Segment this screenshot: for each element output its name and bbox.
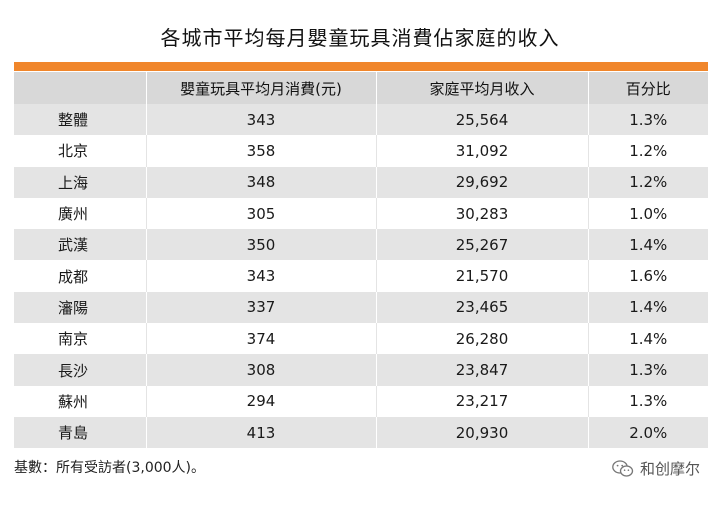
table-row: 長沙 308 23,847 1.3%: [14, 354, 708, 386]
percentage-cell: 1.0%: [588, 197, 708, 230]
table-title: 各城市平均每月嬰童玩具消費佔家庭的收入: [160, 26, 560, 50]
percentage-cell: 1.3%: [588, 354, 708, 386]
table-row: 上海 348 29,692 1.2%: [14, 166, 708, 198]
watermark: 和创摩尔: [612, 458, 700, 479]
table-row: 整體 343 25,564 1.3%: [14, 104, 708, 136]
household-income-cell: 20,930: [376, 416, 589, 449]
household-income-cell: 30,283: [376, 197, 589, 230]
percentage-cell: 1.3%: [588, 385, 708, 417]
city-cell: 北京: [14, 135, 147, 167]
toy-spending-cell: 413: [146, 416, 377, 449]
toy-spending-cell: 348: [146, 166, 377, 198]
toy-spending-cell: 337: [146, 291, 377, 324]
table-row: 瀋陽 337 23,465 1.4%: [14, 291, 708, 324]
city-cell: 瀋陽: [14, 291, 147, 324]
watermark-text: 和创摩尔: [639, 460, 700, 478]
city-cell: 青島: [14, 416, 147, 449]
header-household-income: 家庭平均月收入: [376, 72, 589, 104]
header-city: [14, 72, 147, 104]
toy-spending-cell: 374: [146, 323, 377, 355]
percentage-cell: 1.2%: [588, 135, 708, 167]
percentage-cell: 1.4%: [588, 229, 708, 261]
accent-bar: [14, 62, 708, 71]
wechat-icon: [612, 459, 634, 478]
percentage-cell: 1.3%: [588, 104, 708, 136]
table-row: 成都 343 21,570 1.6%: [14, 260, 708, 292]
toy-spending-cell: 305: [146, 197, 377, 230]
table-row: 北京 358 31,092 1.2%: [14, 135, 708, 167]
household-income-cell: 21,570: [376, 260, 589, 292]
toy-spending-cell: 308: [146, 354, 377, 386]
table-row: 武漢 350 25,267 1.4%: [14, 229, 708, 261]
data-table: 嬰童玩具平均月消費(元) 家庭平均月收入 百分比 整體 343 25,564 1.3%…: [14, 72, 708, 449]
header-row: 嬰童玩具平均月消費(元) 家庭平均月收入 百分比: [14, 72, 708, 104]
percentage-cell: 1.4%: [588, 291, 708, 324]
toy-spending-cell: 358: [146, 135, 377, 167]
percentage-cell: 1.6%: [588, 260, 708, 292]
percentage-cell: 2.0%: [588, 416, 708, 449]
household-income-cell: 31,092: [376, 135, 589, 167]
footnote: 基數：所有受訪者(3,000人)。: [14, 460, 206, 476]
toy-spending-cell: 343: [146, 260, 377, 292]
household-income-cell: 25,267: [376, 229, 589, 261]
table-row: 青島 413 20,930 2.0%: [14, 416, 708, 449]
city-cell: 整體: [14, 104, 147, 136]
city-cell: 長沙: [14, 354, 147, 386]
table-body: 整體 343 25,564 1.3% 北京 358 31,092 1.2% 上海 348 29,69…: [14, 104, 708, 449]
city-cell: 蘇州: [14, 385, 147, 417]
table-row: 南京 374 26,280 1.4%: [14, 323, 708, 355]
percentage-cell: 1.4%: [588, 323, 708, 355]
household-income-cell: 26,280: [376, 323, 589, 355]
table-row: 廣州 305 30,283 1.0%: [14, 197, 708, 230]
household-income-cell: 25,564: [376, 104, 589, 136]
household-income-cell: 29,692: [376, 166, 589, 198]
percentage-cell: 1.2%: [588, 166, 708, 198]
city-cell: 廣州: [14, 197, 147, 230]
city-cell: 成都: [14, 260, 147, 292]
household-income-cell: 23,217: [376, 385, 589, 417]
toy-spending-cell: 343: [146, 104, 377, 136]
household-income-cell: 23,465: [376, 291, 589, 324]
city-cell: 武漢: [14, 229, 147, 261]
table-header: 嬰童玩具平均月消費(元) 家庭平均月收入 百分比: [14, 72, 708, 104]
toy-spending-cell: 294: [146, 385, 377, 417]
city-cell: 上海: [14, 166, 147, 198]
toy-spending-cell: 350: [146, 229, 377, 261]
table-row: 蘇州 294 23,217 1.3%: [14, 385, 708, 417]
header-toy-spending: 嬰童玩具平均月消費(元): [146, 72, 377, 104]
city-cell: 南京: [14, 323, 147, 355]
header-percentage: 百分比: [588, 72, 708, 104]
household-income-cell: 23,847: [376, 354, 589, 386]
